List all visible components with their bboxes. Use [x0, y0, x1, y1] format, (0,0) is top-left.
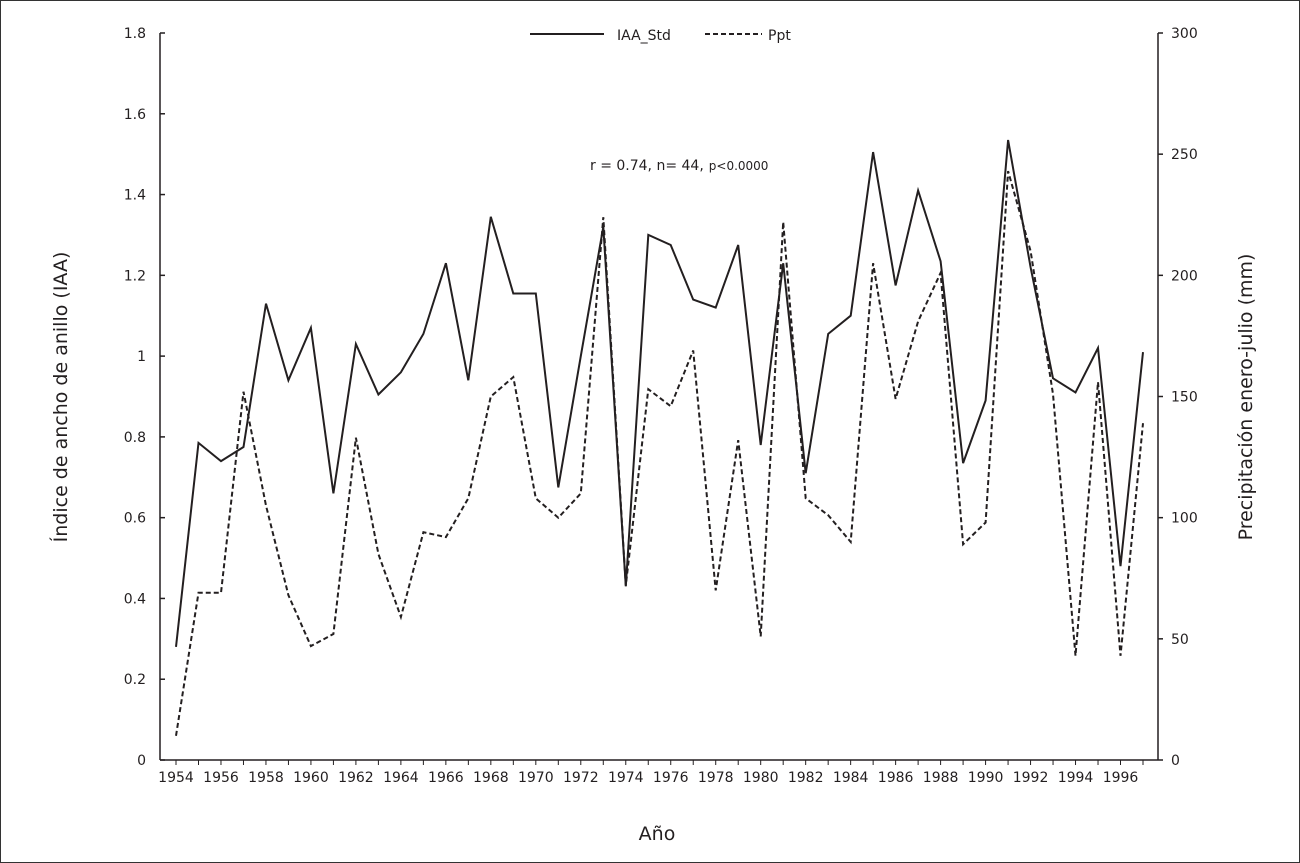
x-tick-label: 1992 [1013, 770, 1049, 786]
x-tick-label: 1970 [518, 770, 554, 786]
y-left-tick-label: 1.6 [124, 107, 146, 123]
x-tick-label: 1956 [203, 770, 239, 786]
series-lines [175, 139, 1144, 736]
legend-label-ppt: Ppt [768, 28, 791, 44]
legend-label-iaa: IAA_Std [617, 28, 671, 44]
y-left-tick-label: 1 [137, 349, 146, 365]
y-right-tick-label: 300 [1171, 26, 1198, 42]
y-axis-left-label: Índice de ancho de anillo (IAA) [49, 252, 72, 543]
x-tick-label: 1974 [608, 770, 644, 786]
x-tick-label: 1994 [1058, 770, 1094, 786]
y-right-tick-label: 50 [1171, 632, 1189, 648]
x-tick-label: 1986 [878, 770, 914, 786]
x-tick-label: 1980 [743, 770, 779, 786]
x-tick-label: 1964 [383, 770, 419, 786]
y-left-tick-label: 0.8 [124, 430, 146, 446]
axes: 0 0.2 0.4 0.6 0.8 1 1.2 1.4 1.6 1.8 0 50 100 150 200 25… [124, 26, 1198, 786]
y-left-tick-label: 1.8 [124, 26, 146, 42]
correlation-stats: r = 0.74, n= 44, [590, 158, 704, 174]
y-left-tick-label: 0 [137, 753, 146, 769]
y-axis-right-label: Precipitación enero-julio (mm) [1235, 254, 1257, 541]
y-right-tick-label: 100 [1171, 511, 1198, 527]
y-right-tick-label: 150 [1171, 390, 1198, 406]
x-tick-label: 1996 [1103, 770, 1139, 786]
x-tick-label: 1990 [968, 770, 1004, 786]
x-tick-label: 1962 [338, 770, 374, 786]
x-tick-label: 1984 [833, 770, 869, 786]
legend: IAA_Std Ppt [530, 28, 791, 44]
series-line-iaa-std [175, 139, 1144, 648]
x-tick-label: 1960 [293, 770, 329, 786]
x-tick-label: 1968 [473, 770, 509, 786]
x-axis-label: Año [639, 823, 676, 845]
p-value: p<0.0000 [709, 159, 769, 173]
y-left-tick-label: 1.4 [124, 188, 146, 204]
x-tick-label: 1988 [923, 770, 959, 786]
y-left-tick-label: 1.2 [124, 268, 146, 284]
x-tick-label: 1982 [788, 770, 824, 786]
correlation-annotation: r = 0.74, n= 44, p<0.0000 [590, 158, 768, 174]
y-left-tick-label: 0.2 [124, 672, 146, 688]
x-tick-label: 1958 [248, 770, 284, 786]
x-tick-label: 1976 [653, 770, 689, 786]
x-tick-label: 1966 [428, 770, 464, 786]
y-left-tick-label: 0.6 [124, 511, 146, 527]
y-right-tick-label: 200 [1171, 268, 1198, 284]
y-right-tick-label: 0 [1171, 753, 1180, 769]
x-tick-label: 1954 [158, 770, 194, 786]
x-tick-label: 1978 [698, 770, 734, 786]
y-right-tick-label: 250 [1171, 147, 1198, 163]
y-left-tick-label: 0.4 [124, 591, 146, 607]
series-line-ppt [175, 170, 1144, 736]
x-tick-label: 1972 [563, 770, 599, 786]
